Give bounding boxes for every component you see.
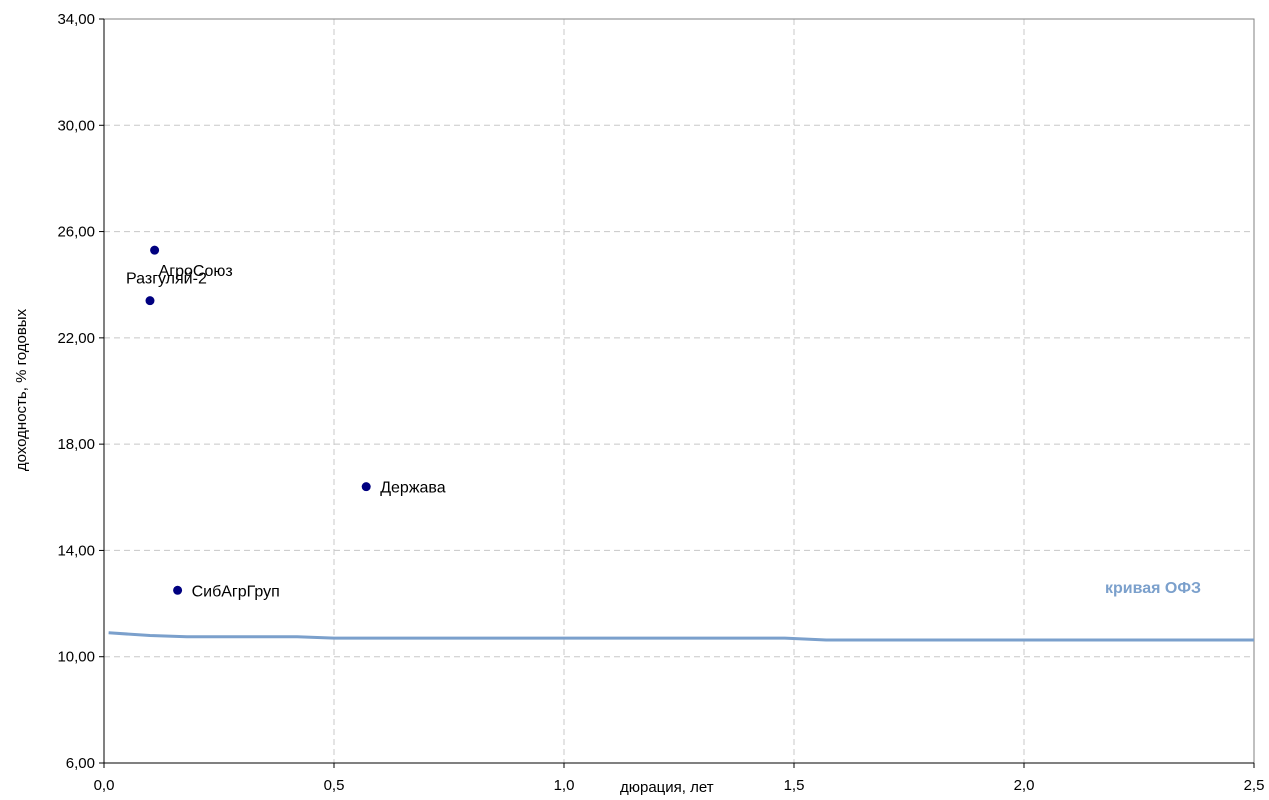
y-axis-title: доходность, % годовых	[13, 308, 30, 471]
axes	[103, 19, 1254, 764]
point-label: Держава	[380, 480, 446, 497]
scatter-point	[145, 296, 155, 306]
y-tick-label: 6,00	[66, 755, 95, 772]
series-line-ofz-curve	[108, 631, 1254, 642]
y-tick-label: 14,00	[57, 542, 95, 559]
scatter-point	[150, 245, 160, 255]
x-tick-label: 0,5	[324, 777, 345, 794]
x-tick-label: 1,5	[784, 777, 805, 794]
point-label: СибАгрГруп	[192, 583, 280, 600]
x-axis-title: дюрация, лет	[620, 779, 714, 796]
y-tick-label: 10,00	[57, 649, 95, 666]
plot-area	[103, 18, 1255, 764]
point-label: Разгуляй-2	[126, 271, 207, 288]
y-tick-label: 22,00	[57, 330, 95, 347]
y-tick-labels: 6,00 10,00 14,00 18,00 22,00 26,00 30,00 34,00	[57, 11, 95, 772]
point-label: АгроСоюз	[159, 263, 233, 280]
x-tick-label: 1,0	[554, 777, 575, 794]
y-tick-label: 34,00	[57, 11, 95, 28]
x-tick-label: 0,0	[94, 777, 115, 794]
x-tick-labels: 0,0 0,5 1,0 1,5 2,0 2,5	[94, 777, 1265, 794]
curve-label: кривая ОФЗ	[1105, 580, 1201, 597]
y-tick-label: 26,00	[57, 224, 95, 241]
grid	[99, 18, 1255, 768]
scatter-point	[173, 585, 183, 595]
y-tick-label: 30,00	[57, 117, 95, 134]
scatter-point	[361, 482, 371, 492]
x-tick-label: 2,5	[1244, 777, 1265, 794]
y-tick-label: 18,00	[57, 436, 95, 453]
x-tick-label: 2,0	[1014, 777, 1035, 794]
